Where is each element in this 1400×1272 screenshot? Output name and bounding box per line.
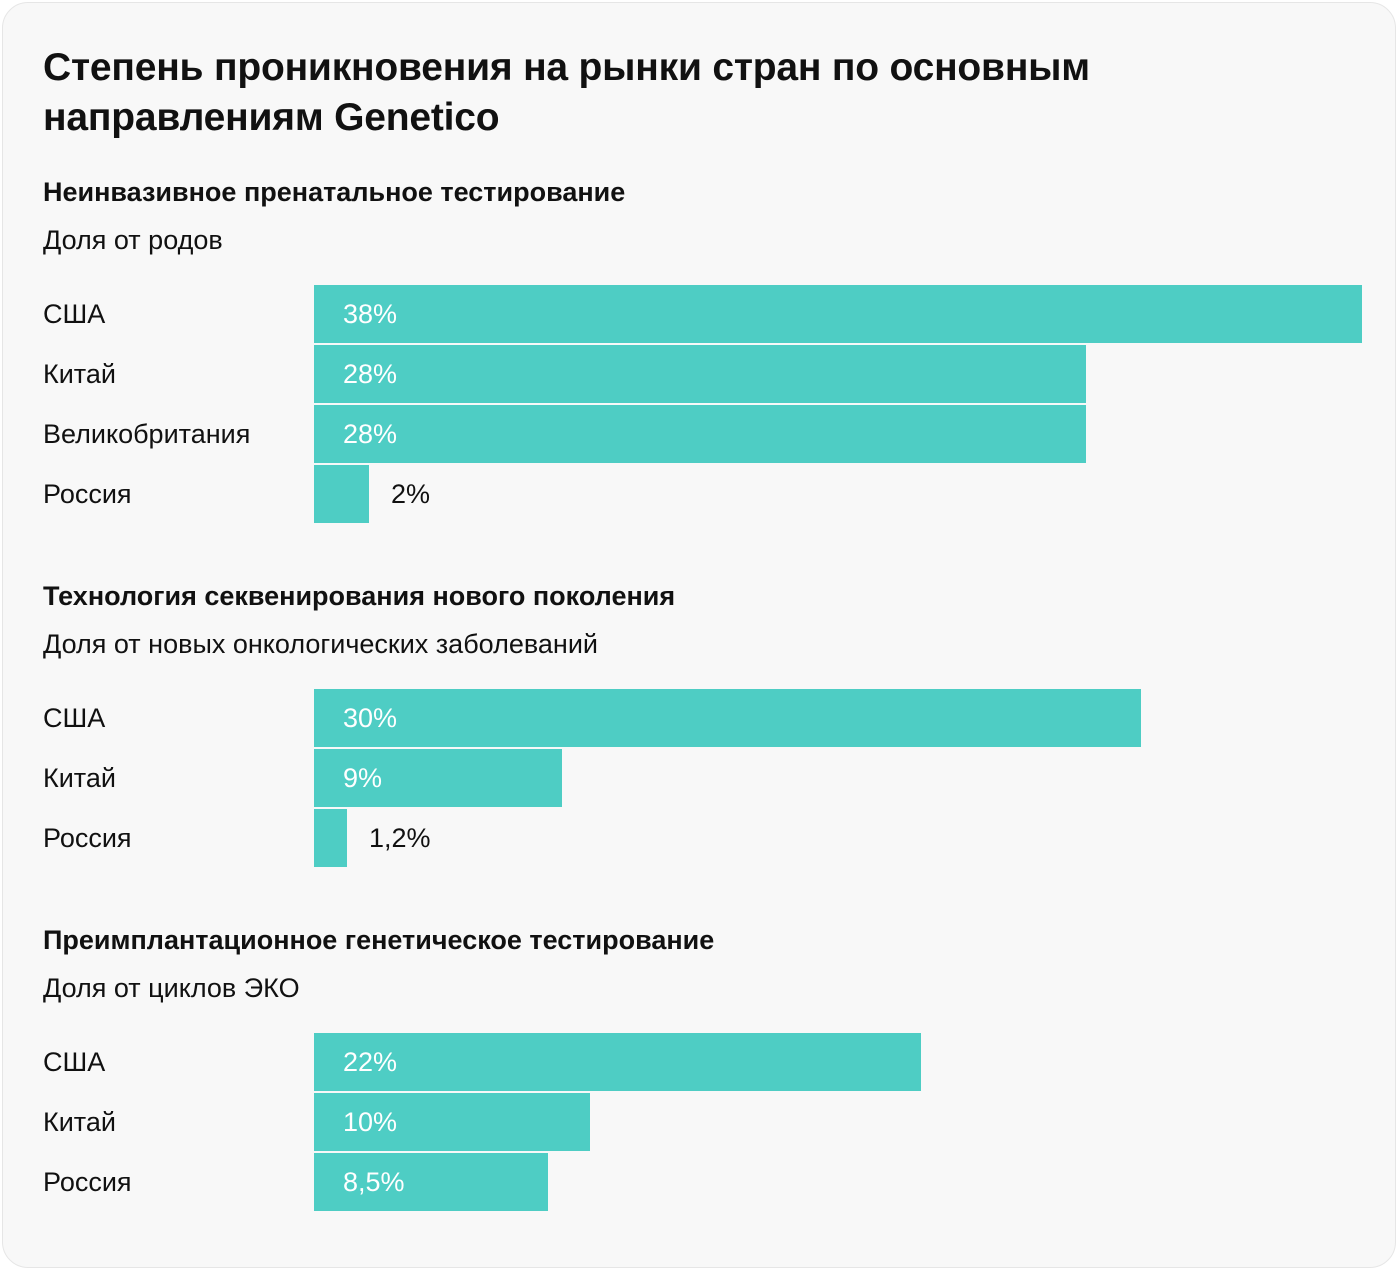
bar [314,345,1086,403]
bar-row: Россия 2% [3,465,1400,525]
category-label: Китай [43,359,116,389]
category-label: Великобритания [43,419,251,449]
bar [314,1033,921,1091]
category-label: США [43,703,106,733]
bar-row: Китай 10% [3,1093,1400,1153]
bar-row: Китай 9% [3,749,1400,809]
bar-row: США 22% [3,1033,1400,1093]
bar [314,1093,590,1151]
value-label: 28% [343,419,398,449]
value-label: 22% [343,1047,398,1077]
section-title: Технология секвенирования нового поколен… [43,581,676,611]
bar [314,689,1141,747]
bar [314,749,562,807]
bar [314,405,1086,463]
section-subtitle: Доля от новых онкологических заболеваний [43,629,598,659]
value-label: 8,5% [343,1167,405,1197]
bar [314,1153,548,1211]
category-label: Россия [43,1167,132,1197]
value-label: 30% [343,703,398,733]
value-label: 9% [343,763,383,793]
category-label: Россия [43,823,132,853]
section-title: Преимплантационное генетическое тестиров… [43,925,715,955]
section-title: Неинвазивное пренатальное тестирование [43,177,626,207]
bar-row: Россия 1,2% [3,809,1400,869]
section-subtitle: Доля от родов [43,225,223,255]
bar [314,465,369,523]
bar [314,809,347,867]
bar-row: Великобритания 28% [3,405,1400,465]
category-label: США [43,299,106,329]
value-label: 10% [343,1107,398,1137]
bar-row: США 38% [3,285,1400,345]
section-subtitle: Доля от циклов ЭКО [43,973,300,1003]
bar-row: Россия 8,5% [3,1153,1400,1213]
bar-row: США 30% [3,689,1400,749]
category-label: Россия [43,479,132,509]
value-label: 1,2% [369,823,431,853]
value-label: 38% [343,299,398,329]
value-label: 28% [343,359,398,389]
bar-row: Китай 28% [3,345,1400,405]
category-label: Китай [43,763,116,793]
category-label: Китай [43,1107,116,1137]
value-label: 2% [391,479,431,509]
category-label: США [43,1047,106,1077]
chart-title: Степень проникновения на рынки стран по … [43,46,1090,139]
bar [314,285,1362,343]
